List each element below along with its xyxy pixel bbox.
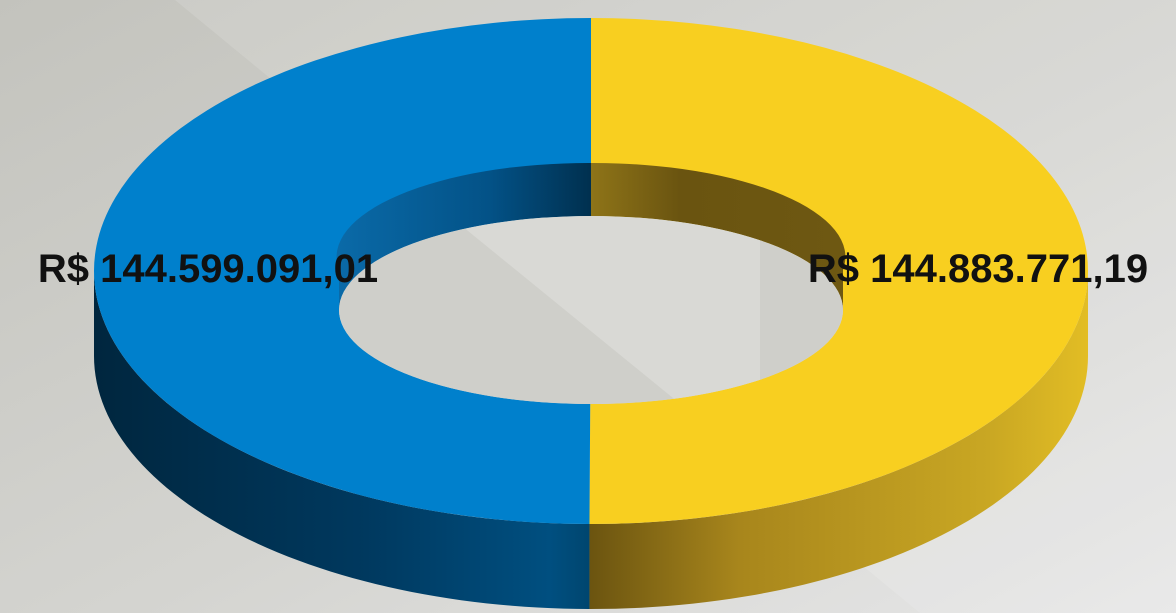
donut-hole <box>339 216 843 404</box>
data-labels: R$ 144.883.771,19 R$ 144.599.091,01 <box>38 247 1148 291</box>
slice-2-label: R$ 144.599.091,01 <box>38 247 378 291</box>
slice-1-label: R$ 144.883.771,19 <box>808 247 1148 291</box>
slice-1-inner-wall <box>591 162 846 310</box>
slice-2-side <box>94 271 590 609</box>
donut <box>93 18 1088 609</box>
slice-2-inner-wall <box>336 162 591 310</box>
slice-1-side <box>589 271 1088 609</box>
donut-hole-panel <box>430 216 760 404</box>
